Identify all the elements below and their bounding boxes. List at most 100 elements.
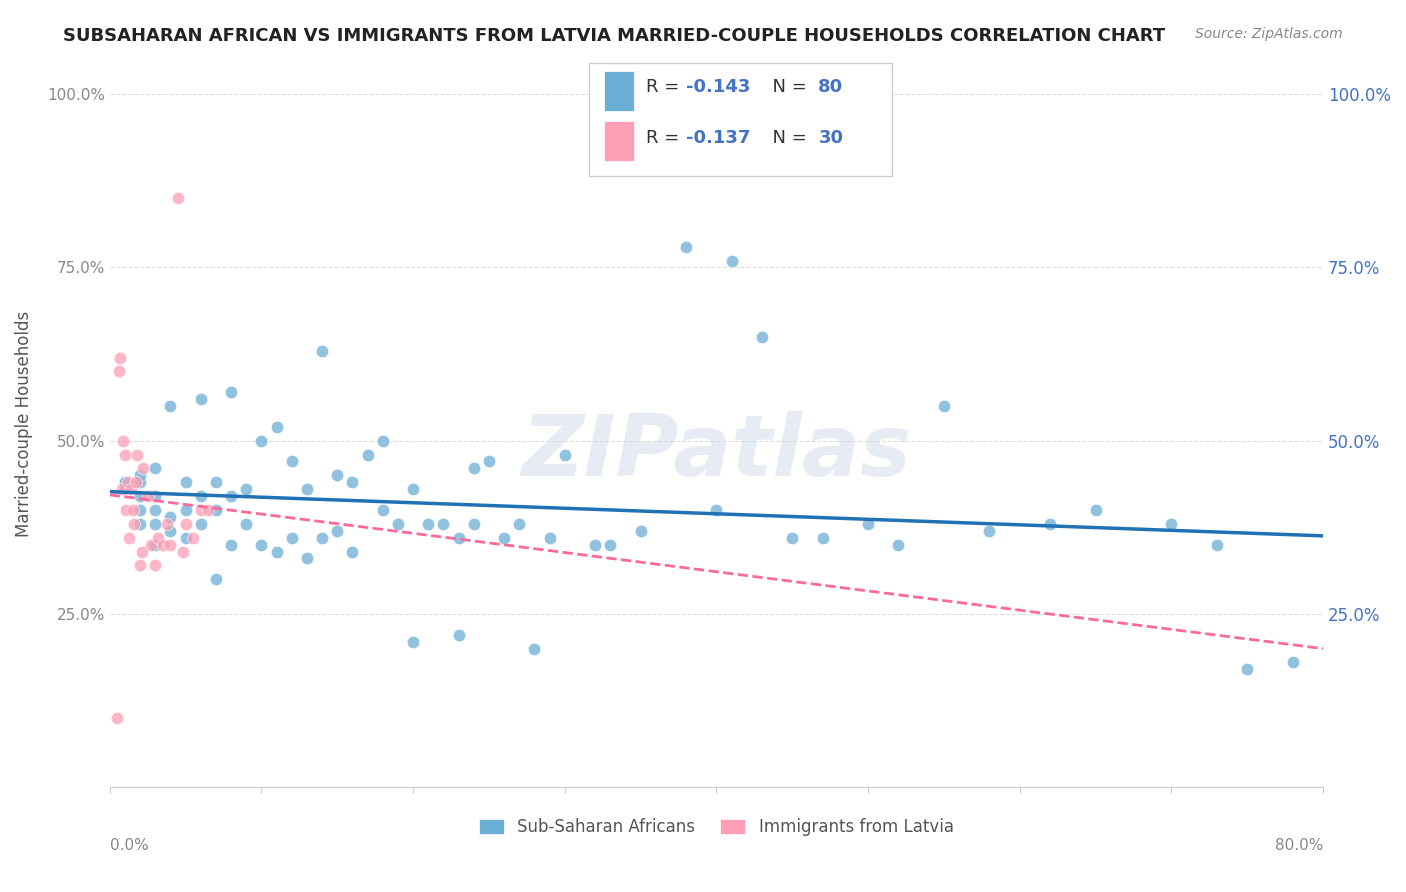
Point bbox=[887, 538, 910, 552]
Point bbox=[129, 468, 152, 483]
Point bbox=[387, 516, 409, 531]
Point bbox=[1236, 662, 1258, 676]
Point bbox=[159, 399, 181, 413]
Point bbox=[105, 711, 128, 725]
Point bbox=[156, 516, 179, 531]
Point bbox=[326, 468, 349, 483]
Point bbox=[478, 454, 501, 468]
Point bbox=[554, 448, 576, 462]
Point bbox=[143, 516, 166, 531]
Point bbox=[205, 475, 228, 490]
Text: ZIPatlas: ZIPatlas bbox=[522, 411, 911, 494]
Text: -0.143: -0.143 bbox=[686, 78, 751, 96]
Point bbox=[266, 420, 288, 434]
Point bbox=[219, 538, 242, 552]
Point bbox=[811, 531, 834, 545]
Point bbox=[371, 503, 394, 517]
Point bbox=[219, 489, 242, 503]
Bar bbox=[589, 63, 893, 176]
Point bbox=[583, 538, 606, 552]
Point bbox=[371, 434, 394, 448]
Point bbox=[219, 385, 242, 400]
Point bbox=[132, 461, 155, 475]
Point bbox=[432, 516, 454, 531]
Text: 80: 80 bbox=[818, 78, 844, 96]
Point bbox=[751, 330, 773, 344]
Point bbox=[311, 343, 333, 358]
Point bbox=[523, 641, 546, 656]
Point bbox=[281, 454, 304, 468]
Point bbox=[856, 516, 879, 531]
Point bbox=[205, 503, 228, 517]
Point bbox=[114, 482, 136, 496]
Point bbox=[122, 516, 145, 531]
Point bbox=[508, 516, 530, 531]
Point bbox=[124, 475, 146, 490]
Point bbox=[782, 531, 804, 545]
Point bbox=[111, 482, 134, 496]
Point bbox=[342, 544, 364, 558]
Point bbox=[117, 475, 139, 490]
Point bbox=[159, 510, 181, 524]
Point bbox=[174, 516, 197, 531]
Point bbox=[205, 572, 228, 586]
Point bbox=[172, 544, 194, 558]
Point bbox=[174, 503, 197, 517]
Point bbox=[675, 240, 697, 254]
Point bbox=[599, 538, 621, 552]
Point bbox=[110, 351, 132, 365]
Point bbox=[143, 489, 166, 503]
Point bbox=[190, 392, 212, 406]
Point bbox=[131, 544, 153, 558]
Point bbox=[418, 516, 440, 531]
Point bbox=[181, 531, 204, 545]
Point bbox=[326, 524, 349, 538]
Text: 30: 30 bbox=[818, 129, 844, 147]
Point bbox=[356, 448, 378, 462]
Point bbox=[129, 475, 152, 490]
Point bbox=[281, 531, 304, 545]
Y-axis label: Married-couple Households: Married-couple Households bbox=[15, 310, 32, 536]
Point bbox=[463, 461, 485, 475]
Point bbox=[143, 461, 166, 475]
Point bbox=[235, 482, 257, 496]
Point bbox=[139, 538, 162, 552]
Text: Source: ZipAtlas.com: Source: ZipAtlas.com bbox=[1195, 27, 1343, 41]
Text: 0.0%: 0.0% bbox=[110, 838, 149, 853]
Point bbox=[311, 531, 333, 545]
Bar bbox=[603, 121, 634, 161]
Point bbox=[447, 531, 470, 545]
Legend: Sub-Saharan Africans, Immigrants from Latvia: Sub-Saharan Africans, Immigrants from La… bbox=[471, 810, 962, 845]
Point bbox=[1160, 516, 1182, 531]
Point bbox=[114, 475, 136, 490]
Point bbox=[295, 482, 318, 496]
Point bbox=[159, 524, 181, 538]
Point bbox=[121, 503, 143, 517]
Point bbox=[174, 531, 197, 545]
Point bbox=[129, 558, 152, 573]
Point bbox=[190, 516, 212, 531]
Point bbox=[1281, 656, 1303, 670]
Point bbox=[143, 503, 166, 517]
Point bbox=[250, 434, 273, 448]
Point bbox=[129, 516, 152, 531]
Text: SUBSAHARAN AFRICAN VS IMMIGRANTS FROM LATVIA MARRIED-COUPLE HOUSEHOLDS CORRELATI: SUBSAHARAN AFRICAN VS IMMIGRANTS FROM LA… bbox=[63, 27, 1166, 45]
Point bbox=[706, 503, 728, 517]
Point bbox=[112, 434, 135, 448]
Point bbox=[129, 489, 152, 503]
Point bbox=[129, 503, 152, 517]
Point bbox=[148, 531, 170, 545]
Point bbox=[114, 448, 136, 462]
Text: 80.0%: 80.0% bbox=[1275, 838, 1323, 853]
Text: R =: R = bbox=[647, 129, 685, 147]
Point bbox=[295, 551, 318, 566]
Point bbox=[136, 489, 159, 503]
Point bbox=[342, 475, 364, 490]
Point bbox=[1084, 503, 1107, 517]
Point bbox=[115, 503, 138, 517]
Point bbox=[538, 531, 561, 545]
Point bbox=[118, 531, 141, 545]
Point bbox=[402, 482, 425, 496]
Point bbox=[266, 544, 288, 558]
Point bbox=[159, 538, 181, 552]
